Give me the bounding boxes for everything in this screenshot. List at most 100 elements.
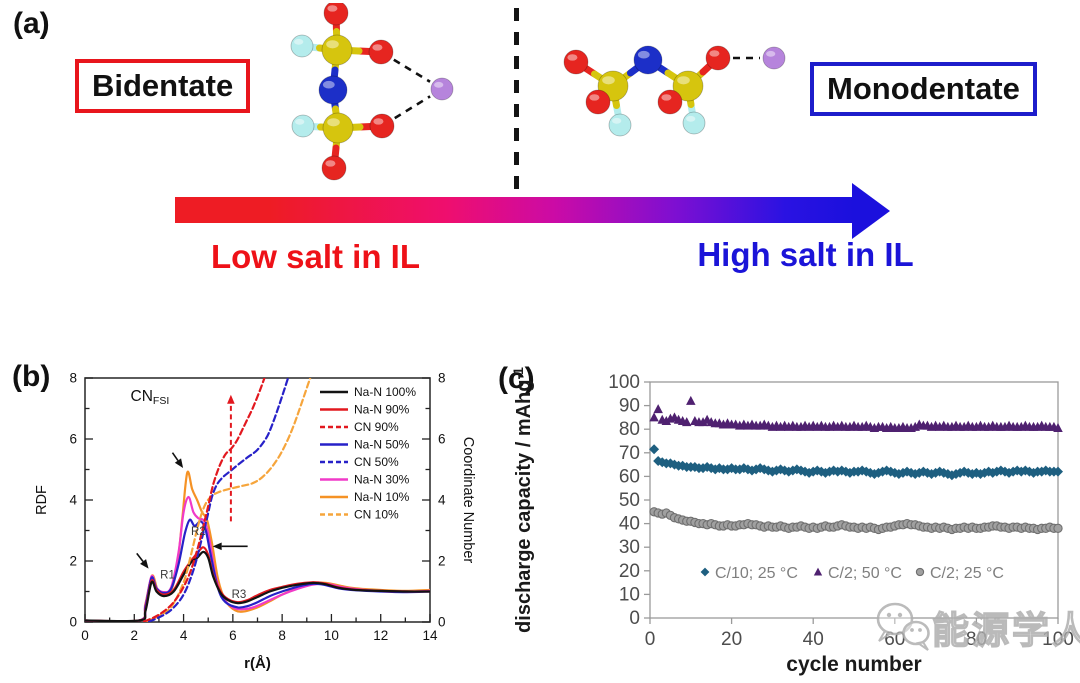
marker-diamond [665, 458, 676, 469]
rdf-axis-label: RDF [34, 485, 50, 515]
marker-diamond [1016, 466, 1027, 477]
atom-highlight [661, 94, 672, 101]
y2-tick-label: 6 [438, 432, 446, 447]
y-tick-label: 70 [619, 443, 640, 464]
salt-gradient-arrow-body [175, 197, 853, 223]
marker-diamond [677, 460, 688, 471]
atom-F [682, 111, 706, 135]
marker-diamond [706, 463, 717, 474]
y-tick-label: 8 [69, 371, 77, 386]
atom-highlight [327, 118, 340, 127]
atom-highlight [373, 118, 384, 125]
cn-increase-arrow-head [227, 394, 235, 404]
marker-triangle [910, 421, 920, 431]
atom-O [585, 89, 611, 115]
bidentate-box: Bidentate [75, 59, 251, 113]
y-tick-label: 90 [619, 396, 640, 417]
marker-triangle [653, 404, 663, 414]
marker-diamond [1053, 466, 1063, 477]
r-axis-label: r(Å) [244, 655, 271, 672]
series-Na-N 100% [85, 550, 430, 622]
marker-diamond [722, 464, 733, 475]
x-tick-label: 0 [645, 629, 656, 650]
marker-diamond [991, 466, 1002, 477]
series-CN 10% [145, 378, 312, 622]
series-Na-N 90% [85, 546, 430, 622]
salt-gradient-arrow-head [852, 183, 890, 239]
discharge-capacity-axis-label: discharge capacity / mAhg-1 [510, 367, 535, 633]
marker-diamond [946, 470, 957, 481]
marker-diamond [820, 467, 831, 478]
marker-diamond [804, 467, 815, 478]
marker-diamond [742, 464, 753, 475]
y2-tick-label: 4 [438, 493, 446, 508]
atom-O [369, 113, 395, 139]
legend-label: CN 10% [354, 508, 399, 522]
marker-diamond [857, 465, 868, 476]
atom-O [563, 49, 589, 75]
marker-diamond [649, 444, 660, 455]
marker-diamond [1004, 467, 1015, 478]
atom-O [321, 155, 347, 181]
x-tick-label: 20 [721, 629, 742, 650]
marker-diamond [959, 466, 970, 477]
atom-highlight [295, 118, 305, 125]
monodentate-label: Monodentate [827, 71, 1020, 106]
x-tick-label: 14 [422, 628, 438, 643]
y-tick-label: 0 [69, 615, 77, 630]
marker-circle [915, 567, 925, 577]
marker-diamond [971, 467, 982, 478]
panel-a-label: (a) [13, 7, 50, 40]
high-salt-label: High salt in IL [697, 236, 914, 273]
marker-triangle [681, 417, 692, 427]
atom-O [657, 89, 683, 115]
x-tick-label: 2 [131, 628, 139, 643]
legend: C/10; 25 °C C/2; 50 °C C/2; 25 °C [700, 565, 1004, 582]
marker-diamond [926, 469, 937, 480]
panel-b-label: (b) [12, 360, 51, 393]
peak-arrow [171, 452, 179, 462]
atom-O [323, 3, 349, 26]
marker-diamond [1028, 467, 1039, 478]
atom-highlight [326, 40, 339, 49]
coordination-contact [394, 95, 431, 120]
annotations: CNFSI R1 R2 R3 [131, 388, 248, 601]
marker-triangle [686, 395, 696, 405]
x-tick-label: 80 [966, 629, 987, 650]
atom-highlight [637, 50, 650, 59]
marker-circle [1053, 523, 1063, 533]
x-tick-label: 60 [884, 629, 905, 650]
x-tick-label: 8 [278, 628, 286, 643]
x-tick-label: 4 [180, 628, 188, 643]
atom-highlight [294, 38, 304, 45]
atom-O [368, 39, 394, 65]
atom-F [608, 113, 632, 137]
peak-arrow-head [174, 458, 184, 468]
coordination-contact [393, 58, 431, 83]
dashed-divider [514, 8, 519, 194]
atom-S [321, 34, 353, 66]
legend-label: C/2; 25 °C [930, 565, 1004, 582]
atom-highlight [677, 76, 690, 85]
y-tick-label: 40 [619, 514, 640, 535]
series-C/10; 25 °C [649, 444, 1063, 481]
marker-diamond [808, 466, 819, 477]
region-label: R3 [232, 589, 247, 601]
atom-O [705, 45, 731, 71]
y2-tick-label: 2 [438, 554, 446, 569]
atom-F [291, 114, 315, 138]
marker-diamond [910, 469, 921, 480]
atom-Na [762, 46, 786, 70]
y-tick-label: 30 [619, 537, 640, 558]
legend-label: C/2; 50 °C [828, 565, 902, 582]
atom-highlight [325, 160, 336, 167]
series-CN 50% [148, 378, 290, 622]
legend: Na-N 100% Na-N 90% CN 90% Na-N 50% CN 50% Na-… [320, 385, 416, 522]
legend-label: C/10; 25 °C [715, 565, 798, 582]
atom-highlight [322, 80, 335, 89]
x-tick-label: 0 [81, 628, 89, 643]
marker-diamond [844, 467, 855, 478]
